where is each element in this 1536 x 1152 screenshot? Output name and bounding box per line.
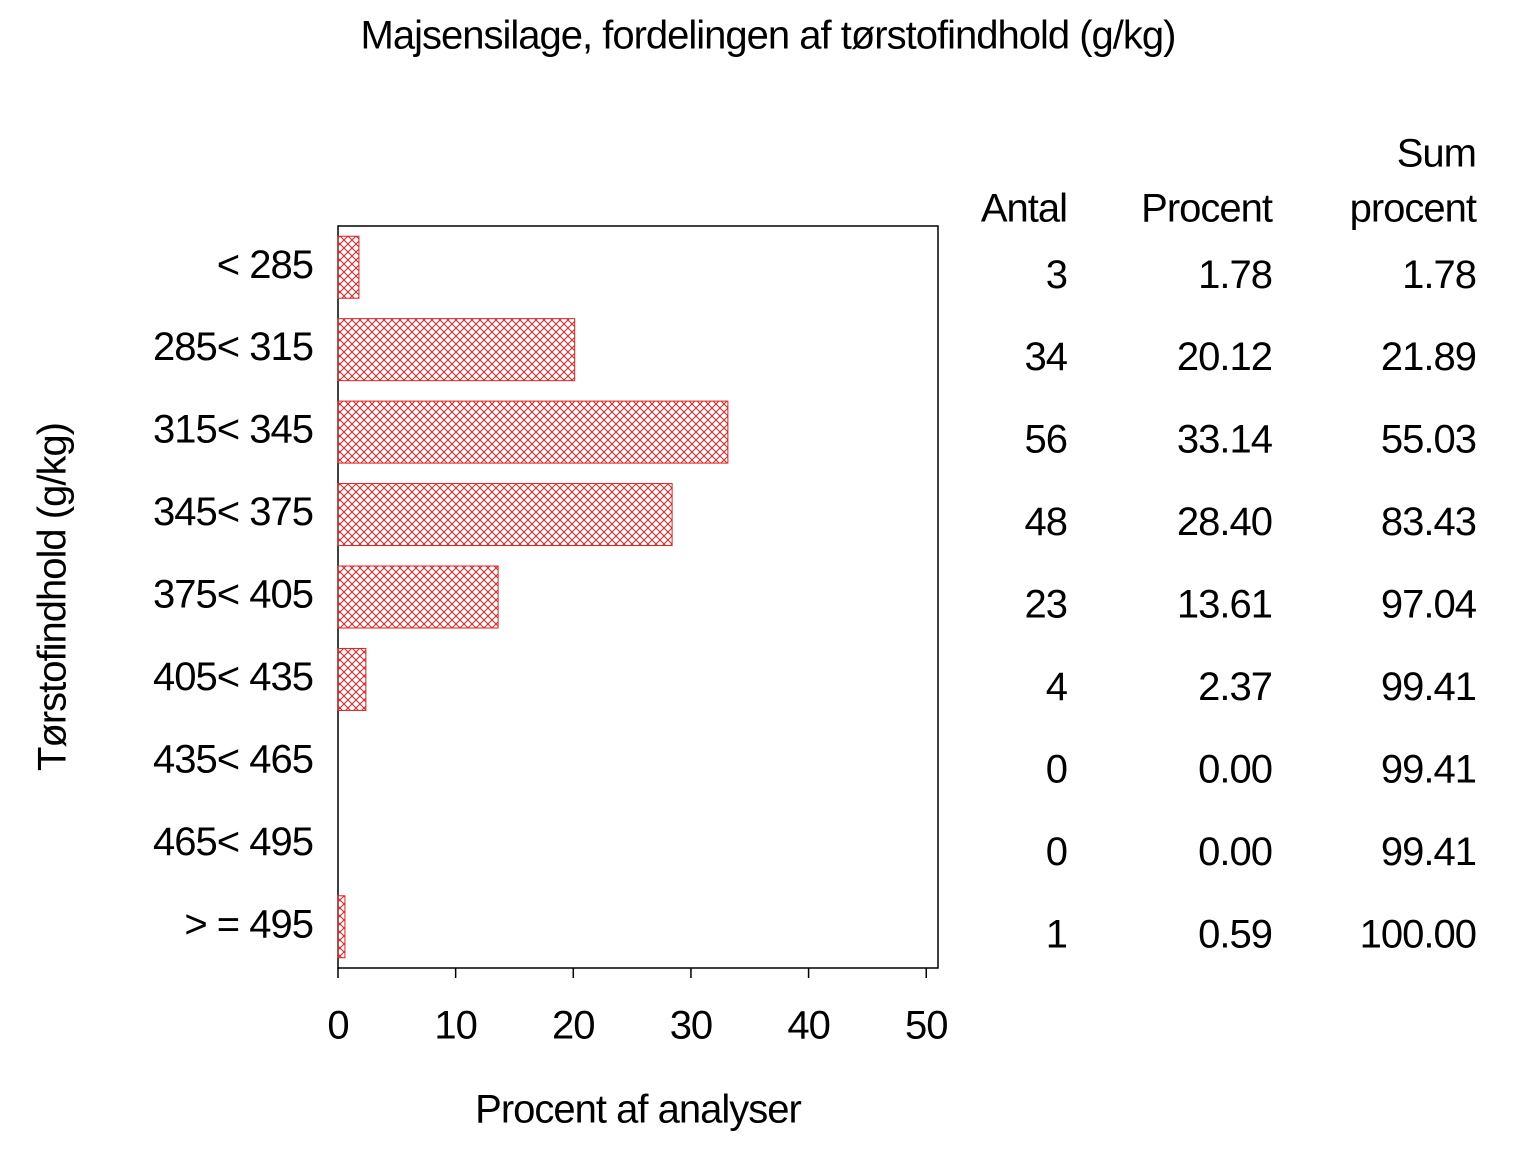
table-header: Procent <box>1141 187 1273 231</box>
x-tick-label: 20 <box>552 1004 595 1048</box>
x-axis-label: Procent af analyser <box>475 1088 801 1132</box>
table-cell: 33.14 <box>1177 418 1273 462</box>
table-cell: 0 <box>1046 830 1067 874</box>
y-tick-label: 435< 465 <box>153 737 313 781</box>
y-tick-label: 465< 495 <box>153 820 313 864</box>
table-cell: 1.78 <box>1402 253 1476 297</box>
bar <box>337 895 346 959</box>
table-cell: 28.40 <box>1177 500 1272 544</box>
y-tick-label: 285< 315 <box>153 325 313 369</box>
bar <box>337 647 367 711</box>
table-cell: 34 <box>1025 335 1068 379</box>
bar <box>337 483 673 547</box>
y-tick-label: 315< 345 <box>153 408 313 452</box>
y-tick-label: 375< 405 <box>153 573 313 617</box>
table-cell: 0.00 <box>1198 830 1272 874</box>
x-tick-label: 30 <box>670 1004 713 1048</box>
table-cell: 23 <box>1025 583 1068 627</box>
table-cell: 56 <box>1025 418 1068 462</box>
table-cell: 55.03 <box>1381 418 1476 462</box>
table-cell: 2.37 <box>1198 665 1272 709</box>
table-cell: 0.59 <box>1198 912 1272 956</box>
chart-title: Majsensilage, fordelingen af tørstofindh… <box>361 14 1176 58</box>
table-cell: 3 <box>1046 253 1067 297</box>
table-cell: 20.12 <box>1177 335 1272 379</box>
x-tick-label: 50 <box>905 1004 948 1048</box>
table-cell: 21.89 <box>1381 335 1476 379</box>
x-tick-label: 40 <box>787 1004 830 1048</box>
x-tick-label: 10 <box>434 1004 477 1048</box>
table-cell: 99.41 <box>1381 665 1476 709</box>
table-header: Antal <box>981 187 1067 231</box>
y-tick-label: < 285 <box>217 243 313 287</box>
table-cell: 99.41 <box>1381 830 1476 874</box>
bar <box>337 318 576 382</box>
x-tick-label: 0 <box>327 1004 348 1048</box>
y-tick-label: 345< 375 <box>153 490 313 534</box>
table-cell: 4 <box>1046 665 1068 709</box>
table-header: procent <box>1350 187 1477 231</box>
table-header: Sum <box>1397 132 1476 176</box>
table-cell: 1 <box>1046 912 1067 956</box>
bar <box>337 400 729 464</box>
table-cell: 0.00 <box>1198 747 1272 791</box>
table-cell: 1.78 <box>1198 253 1272 297</box>
table-cell: 13.61 <box>1177 583 1272 627</box>
y-tick-label: 405< 435 <box>153 655 313 699</box>
bar <box>337 235 360 299</box>
table-cell: 48 <box>1025 500 1068 544</box>
table-cell: 99.41 <box>1381 747 1476 791</box>
table-cell: 0 <box>1046 747 1067 791</box>
table-cell: 83.43 <box>1381 500 1476 544</box>
bar <box>337 565 499 629</box>
table-cell: 100.00 <box>1360 912 1476 956</box>
y-tick-label: > = 495 <box>184 902 313 946</box>
table-cell: 97.04 <box>1381 583 1477 627</box>
y-axis-label: Tørstofindhold (g/kg) <box>31 423 75 771</box>
